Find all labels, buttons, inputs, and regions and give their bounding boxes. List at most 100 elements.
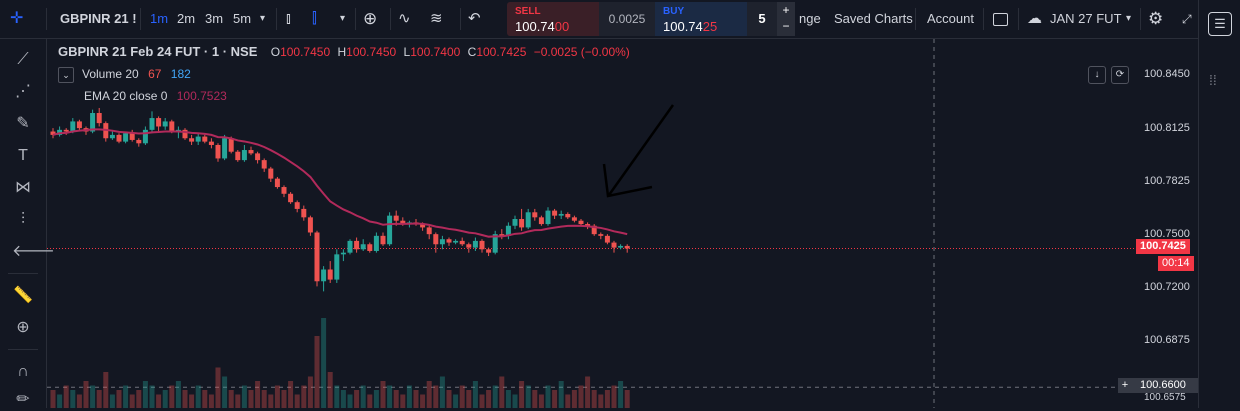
data-window-icon[interactable]: ⁞⁞ — [1209, 72, 1217, 88]
plus-icon[interactable]: + — [1121, 379, 1129, 391]
chevron-down-icon[interactable]: ▾ — [340, 13, 346, 24]
gear-icon[interactable]: ⚙ — [1148, 9, 1164, 28]
sell-button[interactable]: SELL 100.7400 — [507, 2, 599, 36]
candle-body — [63, 129, 69, 132]
volume-bar — [96, 390, 102, 408]
tick-label: 100.7825 — [1144, 175, 1190, 187]
volume-bar — [142, 381, 148, 408]
volume-bar — [486, 390, 492, 408]
candle-body — [182, 129, 188, 139]
volume-bar — [604, 390, 610, 408]
arrow-down-icon[interactable]: ↓ — [1088, 66, 1106, 84]
open-value: 100.7450 — [280, 45, 331, 59]
indicators-icon[interactable]: ∿ — [398, 10, 411, 27]
candle-body — [354, 240, 360, 250]
trend-line-icon[interactable]: ⟋ — [17, 51, 29, 68]
candles-icon[interactable]: ⫿ — [312, 10, 317, 27]
volume-bar — [453, 394, 459, 408]
volume-bar — [182, 390, 188, 408]
volume-bar — [340, 390, 346, 408]
pattern-icon[interactable]: ⋈ — [15, 179, 31, 196]
text-tool-icon[interactable]: T — [18, 147, 28, 164]
account-button[interactable]: Account — [927, 11, 974, 26]
candle-body — [116, 134, 122, 142]
toolbar-divider — [390, 8, 391, 30]
interval-3m[interactable]: 3m — [205, 11, 224, 26]
add-indicator-icon[interactable]: ⊕ — [363, 9, 378, 28]
volume-bar — [288, 381, 294, 408]
bar-chart-icon[interactable]: ⫾ — [286, 10, 291, 27]
fullscreen-icon[interactable] — [993, 0, 1008, 38]
zoom-icon[interactable]: ⊕ — [16, 319, 30, 336]
volume-ma-value: 182 — [170, 67, 191, 82]
candle-body — [281, 187, 287, 194]
volume-bar — [57, 394, 63, 408]
collapse-icon[interactable]: ⌄ — [58, 67, 74, 83]
undo-icon[interactable]: ↶ — [468, 10, 481, 27]
compare-icon[interactable]: ≋ — [430, 10, 443, 27]
candle-body — [222, 138, 228, 159]
volume-bar — [373, 390, 379, 408]
volume-bar — [393, 390, 399, 408]
chevron-down-icon[interactable]: ▾ — [260, 13, 266, 24]
candle-body — [248, 150, 254, 154]
volume-bar — [459, 385, 465, 408]
pencil-icon[interactable]: ✏ — [16, 391, 30, 408]
minus-icon[interactable]: − — [782, 19, 790, 33]
change-button[interactable]: nge — [799, 11, 821, 26]
candle-body — [70, 121, 76, 132]
candle-body — [519, 219, 525, 228]
crosshair-price-tag: +100.6600 — [1118, 378, 1198, 393]
quantity-field[interactable]: 5 — [747, 2, 777, 36]
candle-body — [538, 217, 544, 225]
cloud-icon[interactable]: ☁ — [1027, 10, 1042, 27]
interval-1m[interactable]: 1m — [150, 11, 169, 26]
brush-icon[interactable]: ✎ — [16, 115, 30, 132]
fib-tool-icon[interactable]: ⋰ — [15, 83, 31, 100]
crosshair-icon[interactable]: ✛ — [10, 10, 24, 27]
candle-body — [618, 245, 624, 248]
low-label: L — [403, 45, 411, 59]
candle-body — [241, 150, 247, 161]
candle-body — [156, 118, 162, 127]
candle-body — [255, 153, 261, 161]
candle-body — [169, 121, 175, 132]
candle-body — [314, 232, 320, 282]
saved-charts-button[interactable]: Saved Charts — [834, 11, 913, 26]
magnet-icon[interactable]: ∩ — [17, 363, 29, 380]
volume-bar — [360, 385, 366, 408]
expiry-select[interactable]: JAN 27 FUT — [1050, 11, 1122, 26]
volume-bar — [512, 394, 518, 408]
candle-body — [578, 220, 584, 225]
interval-2m[interactable]: 2m — [177, 11, 196, 26]
candle-body — [334, 254, 340, 280]
candle-body — [585, 224, 591, 226]
candle-body — [532, 212, 538, 218]
quantity-stepper[interactable]: + − — [777, 2, 795, 36]
ruler-icon[interactable]: 📏 — [13, 287, 33, 304]
volume-bar — [109, 394, 115, 408]
refresh-icon[interactable]: ⟳ — [1111, 66, 1129, 84]
candle-body — [228, 138, 234, 152]
plus-icon[interactable]: + — [782, 3, 790, 17]
volume-bar — [624, 390, 630, 408]
price-chart[interactable] — [47, 39, 1197, 408]
expand-icon[interactable]: ⤢ — [1182, 12, 1192, 26]
symbol-search-button[interactable]: GBPINR 21 ! — [60, 11, 137, 26]
chevron-down-icon[interactable]: ▾ — [1126, 13, 1132, 24]
candle-body — [202, 136, 208, 142]
arrow-left-icon[interactable]: 🡐 — [12, 243, 55, 260]
toolbar-divider — [8, 349, 38, 350]
interval-5m[interactable]: 5m — [233, 11, 252, 26]
buy-button[interactable]: BUY 100.7425 — [655, 2, 747, 36]
tick-label: 100.8125 — [1144, 122, 1190, 134]
tick-label: 100.7200 — [1144, 281, 1190, 293]
prediction-icon[interactable]: ⫶ — [20, 211, 25, 228]
candle-body — [129, 133, 135, 140]
volume-bar — [169, 385, 175, 408]
volume-bar — [618, 381, 624, 408]
watchlist-icon[interactable]: ☰ — [1208, 12, 1232, 36]
volume-bar — [189, 394, 195, 408]
volume-bar — [585, 376, 591, 408]
close-label: C — [467, 45, 477, 59]
